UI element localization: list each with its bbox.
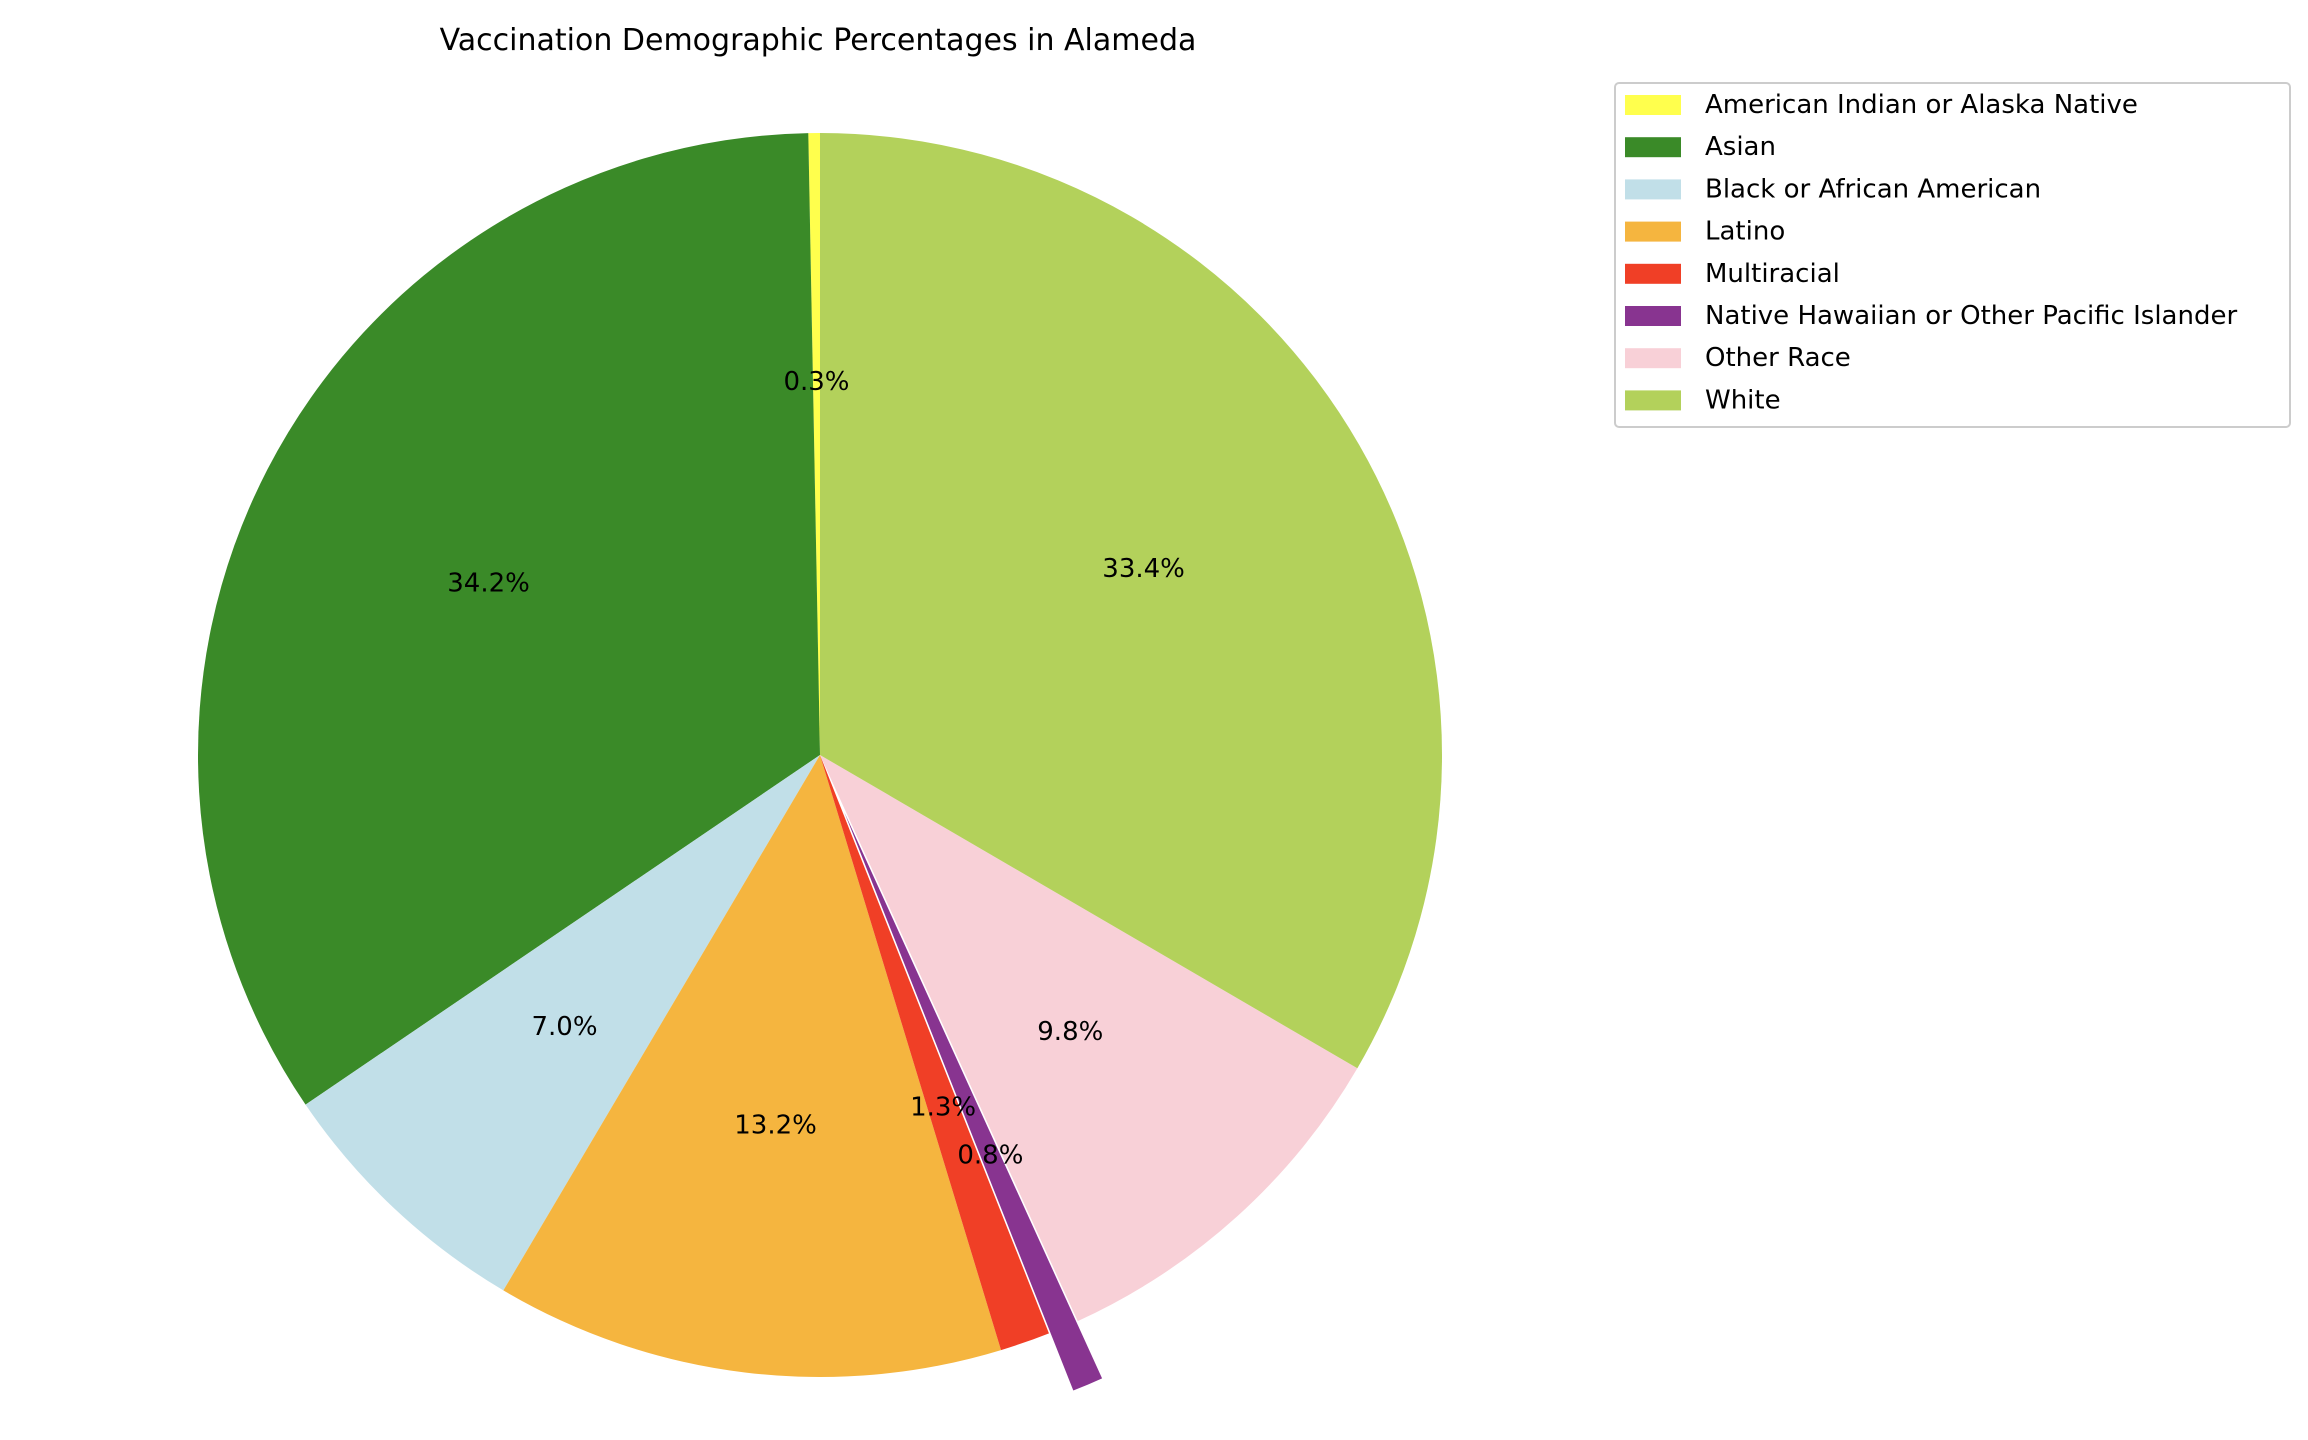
- chart-title: Vaccination Demographic Percentages in A…: [440, 23, 1197, 58]
- legend-label-4: Multiracial: [1705, 259, 1840, 289]
- pie-value-label-2: 7.0%: [531, 1012, 597, 1042]
- pie-value-label-7: 33.4%: [1102, 554, 1185, 584]
- pie-slice-6: [820, 755, 1358, 1322]
- pie-value-label-4: 1.3%: [910, 1092, 976, 1122]
- legend-label-5: Native Hawaiian or Other Pacific Islande…: [1705, 301, 2237, 331]
- legend-swatch-6: [1625, 348, 1681, 369]
- pie-value-label-6: 9.8%: [1037, 1017, 1103, 1047]
- legend-swatch-7: [1625, 390, 1681, 411]
- legend-swatch-0: [1625, 95, 1681, 115]
- legend-swatch-1: [1625, 137, 1681, 158]
- pie-slice-5: [844, 812, 1103, 1391]
- pie-value-label-3: 13.2%: [734, 1111, 817, 1141]
- legend-swatch-4: [1625, 263, 1681, 284]
- legend-swatch-2: [1625, 179, 1681, 200]
- pie-slice-4: [820, 755, 1049, 1351]
- legend-label-1: Asian: [1705, 132, 1776, 162]
- legend-frame: [1614, 82, 2291, 428]
- pie-value-label-5: 0.8%: [957, 1141, 1023, 1171]
- pie-value-label-1: 34.2%: [447, 568, 530, 598]
- legend: American Indian or Alaska Native Asian Bla…: [1614, 82, 2291, 428]
- legend-swatch-5: [1625, 306, 1681, 326]
- pie-value-labels: 0.3% 34.2% 7.0% 13.2% 1.3% 0.8% 9.8% 33.4%: [447, 367, 1185, 1171]
- pie-slice-7: [820, 132, 1442, 1069]
- legend-label-7: White: [1705, 385, 1781, 415]
- pie-slice-0: [808, 133, 820, 755]
- legend-label-3: Latino: [1705, 217, 1785, 247]
- legend-label-0: American Indian or Alaska Native: [1705, 90, 2138, 120]
- legend-label-2: Black or African American: [1705, 174, 2041, 204]
- pie-slice-2: [305, 755, 820, 1291]
- legend-swatch-3: [1625, 221, 1681, 242]
- pie-slice-1: [198, 133, 821, 1105]
- pie-slices: [198, 132, 1442, 1391]
- pie-value-label-0: 0.3%: [783, 367, 849, 397]
- pie-slice-3: [503, 755, 1002, 1378]
- legend-label-6: Other Race: [1705, 343, 1851, 373]
- legend-items: American Indian or Alaska Native Asian Bla…: [1625, 90, 2237, 415]
